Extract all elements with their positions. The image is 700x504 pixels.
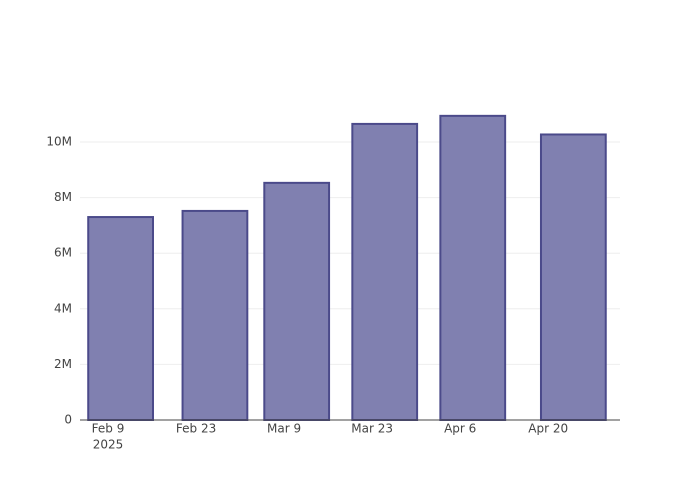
x-tick-label: Feb 9: [92, 422, 125, 436]
y-tick-label: 8M: [54, 190, 72, 204]
bar: [263, 181, 331, 421]
y-tick-label: 10M: [46, 134, 72, 148]
bar: [539, 133, 607, 421]
bar: [181, 209, 249, 421]
x-tick-year: 2025: [93, 438, 124, 452]
x-tick-label: Mar 23: [351, 422, 393, 436]
y-tick-label: 6M: [54, 246, 72, 260]
y-tick-label: 0: [64, 413, 72, 427]
x-tick-label: Mar 9: [267, 422, 301, 436]
x-tick-label: Feb 23: [176, 422, 216, 436]
y-tick-label: 2M: [54, 357, 72, 371]
x-tick-label: Apr 20: [528, 422, 568, 436]
bar: [351, 122, 419, 422]
bar: [87, 216, 154, 421]
bar: [439, 114, 507, 422]
y-tick-label: 4M: [54, 301, 72, 315]
x-tick-label: Apr 6: [444, 422, 476, 436]
